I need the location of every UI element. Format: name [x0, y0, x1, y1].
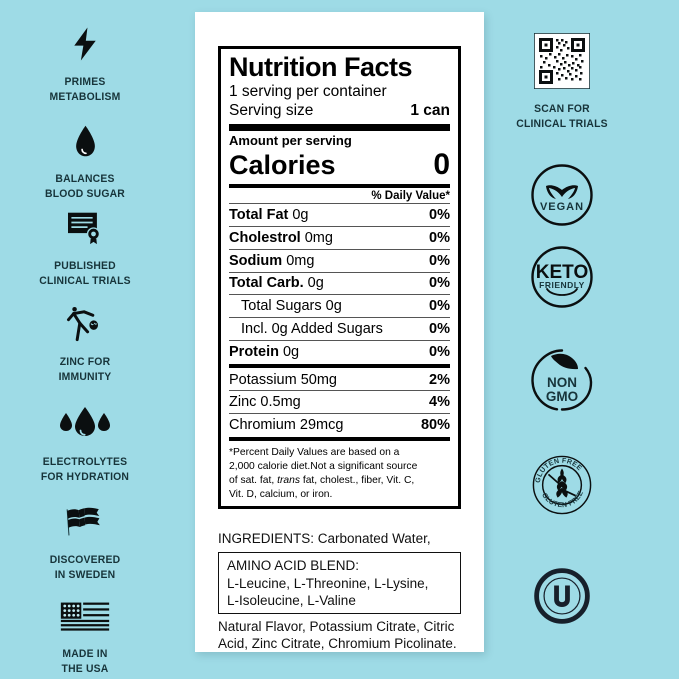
svg-text:FRIENDLY: FRIENDLY — [539, 280, 585, 290]
svg-text:VEGAN: VEGAN — [540, 201, 584, 213]
svg-text:NON: NON — [547, 375, 577, 390]
svg-text:GMO: GMO — [546, 389, 578, 404]
